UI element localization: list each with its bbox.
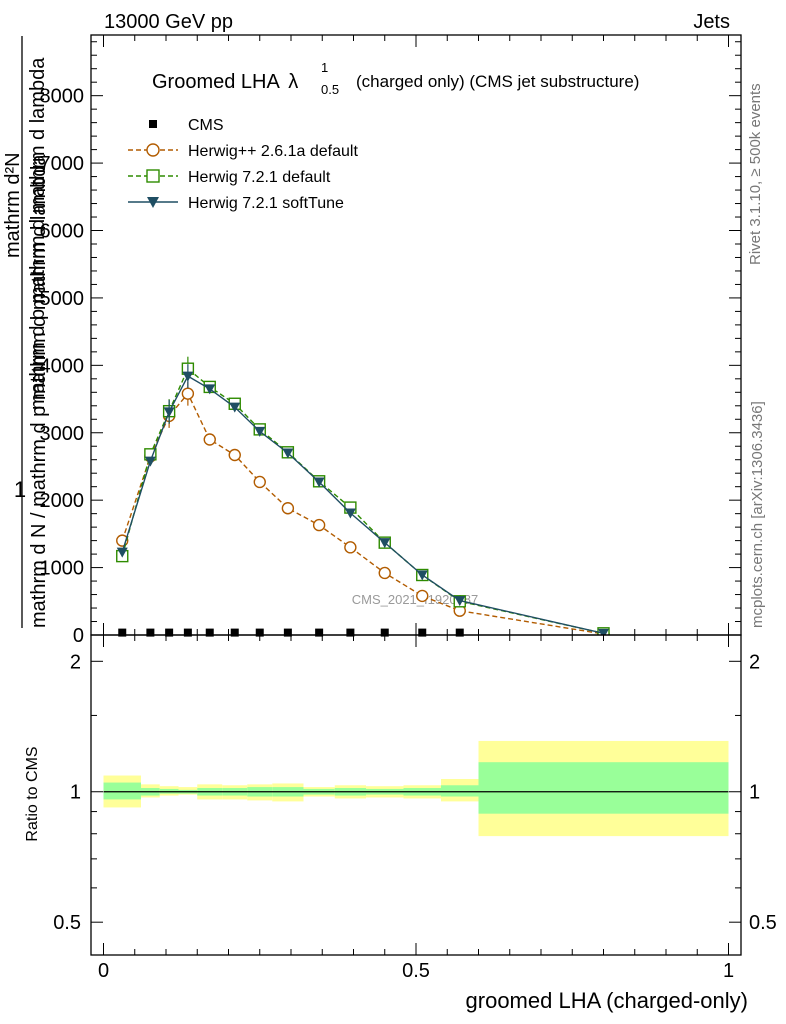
title-superscript: 1 xyxy=(321,60,328,75)
bottom-panel-ticks: 0.5 0.5 1 1 2 2 0 0.5 1 xyxy=(53,635,777,982)
title-lambda: λ xyxy=(288,71,298,93)
legend-label: Herwig 7.2.1 default xyxy=(188,169,331,186)
y-tick-label: 8000 xyxy=(40,86,85,108)
square-filled-marker xyxy=(165,628,174,637)
triangle-marker xyxy=(254,426,266,437)
square-filled-marker xyxy=(205,628,214,637)
top-panel-series xyxy=(116,356,610,635)
series-3 xyxy=(116,364,609,635)
y-tick-label: 0 xyxy=(73,625,84,647)
title-subscript: 0.5 xyxy=(321,82,339,97)
triangle-marker xyxy=(282,448,294,459)
cms-data-markers xyxy=(118,628,464,637)
ratio-tick-label-left: 1 xyxy=(70,782,81,804)
header-jets-label: Jets xyxy=(693,11,730,33)
triangle-marker xyxy=(204,384,216,395)
square-filled-marker xyxy=(149,120,157,128)
y-tick-label: 2000 xyxy=(40,490,85,512)
square-filled-marker xyxy=(146,628,155,637)
circle-marker xyxy=(253,475,266,489)
triangle-marker xyxy=(182,371,194,382)
y-tick-label: 6000 xyxy=(40,221,85,243)
triangle-marker xyxy=(454,596,466,607)
triangle-marker xyxy=(416,570,428,581)
ratio-uncertainty-bands xyxy=(103,740,729,837)
ratio-tick-label-right: 0.5 xyxy=(749,912,777,934)
legend-label: Herwig 7.2.1 softTune xyxy=(188,195,344,212)
square-filled-marker xyxy=(380,628,389,637)
plot-title: Groomed LHA λ 1 0.5 (charged only) (CMS … xyxy=(152,60,639,97)
x-tick-label: 0 xyxy=(98,960,109,982)
analysis-watermark: CMS_2021_I1920187 xyxy=(352,592,479,607)
triangle-marker xyxy=(313,477,325,488)
y-tick-label: 3000 xyxy=(40,423,85,445)
inner-band xyxy=(103,782,141,800)
triangle-marker xyxy=(344,508,356,519)
square-filled-marker xyxy=(255,628,264,637)
x-tick-label: 1 xyxy=(723,960,734,982)
circle-marker xyxy=(344,541,357,554)
triangle-marker xyxy=(163,407,175,418)
svg-text:Groomed LHA λ: Groomed LHA λ xyxy=(152,71,298,93)
triangle-marker xyxy=(229,402,241,413)
x-axis-label: groomed LHA (charged-only) xyxy=(466,988,748,1013)
bottom-panel-frame xyxy=(90,634,742,956)
top-panel-ticks: 0 1000 2000 3000 4000 5000 6000 7000 8000 xyxy=(40,35,741,647)
y-tick-label: 7000 xyxy=(40,153,85,175)
inner-band xyxy=(441,785,479,797)
ratio-axis-label: Ratio to CMS xyxy=(24,746,41,841)
square-filled-marker xyxy=(118,628,127,637)
square-marker xyxy=(146,169,160,183)
y-tick-label: 1000 xyxy=(40,558,85,580)
square-filled-marker xyxy=(230,628,239,637)
rivet-version-label: Rivet 3.1.10, ≥ 500k events xyxy=(747,83,764,265)
square-filled-marker xyxy=(455,628,464,637)
triangle-marker xyxy=(116,547,128,558)
title-suffix: (charged only) (CMS jet substructure) xyxy=(356,72,639,91)
legend: CMS Herwig++ 2.6.1a default Herwig 7.2.1 d… xyxy=(128,117,358,212)
header-energy-label: 13000 GeV pp xyxy=(104,11,233,33)
circle-marker xyxy=(146,143,160,157)
circle-marker xyxy=(312,518,326,532)
square-filled-marker xyxy=(283,628,292,637)
inner-band xyxy=(478,762,729,814)
ylabel-one: 1 xyxy=(14,477,26,502)
title-main: Groomed LHA xyxy=(152,71,280,93)
circle-marker xyxy=(203,433,216,446)
circle-marker xyxy=(281,502,295,515)
legend-label: Herwig++ 2.6.1a default xyxy=(188,143,358,160)
square-filled-marker xyxy=(315,628,324,637)
circle-marker xyxy=(228,448,241,462)
square-filled-marker xyxy=(418,628,427,637)
square-filled-marker xyxy=(346,628,355,637)
ratio-tick-label-left: 2 xyxy=(70,651,81,673)
triangle-marker xyxy=(144,456,156,467)
series-line xyxy=(121,367,604,634)
triangle-marker xyxy=(598,628,609,635)
ylabel-numerator-bottom: mathrm d p mathrm d mathrm d lambda xyxy=(27,57,49,410)
circle-marker xyxy=(416,589,429,603)
square-filled-marker xyxy=(183,628,192,637)
ylabel-numerator-top: mathrm d²N xyxy=(2,152,24,258)
triangle-marker xyxy=(147,197,159,208)
circle-marker xyxy=(181,387,195,400)
y-tick-label: 5000 xyxy=(40,288,85,310)
ratio-tick-label-left: 0.5 xyxy=(53,912,81,934)
ratio-tick-label-right: 2 xyxy=(749,651,760,673)
circle-marker xyxy=(378,566,391,580)
legend-label: CMS xyxy=(188,117,224,134)
series-line xyxy=(121,375,604,634)
triangle-marker xyxy=(379,538,391,549)
mcplots-url-label: mcplots.cern.ch [arXiv:1306.3436] xyxy=(749,401,766,628)
y-axis-label: 1 mathrm d N / mathrm d p mathrm d mathr… xyxy=(2,36,50,628)
ylabel-denominator: mathrm d N / mathrm d p mathrm d mathrm … xyxy=(28,154,50,628)
y-tick-label: 4000 xyxy=(40,355,85,377)
ratio-tick-label-right: 1 xyxy=(749,782,760,804)
x-tick-label: 0.5 xyxy=(402,960,430,982)
